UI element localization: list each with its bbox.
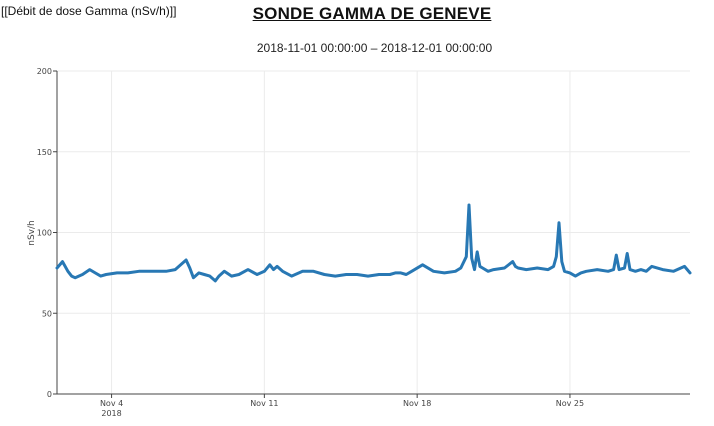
x-tick-label: Nov 18: [403, 399, 431, 408]
series-line[interactable]: [55, 203, 692, 283]
y-tick-label: 100: [37, 229, 52, 238]
date-range-subtitle: 2018-11-01 00:00:00 – 2018-12-01 00:00:0…: [0, 41, 714, 55]
y-tick-label: 50: [42, 309, 52, 318]
y-tick-label: 150: [37, 148, 52, 157]
page-title-text: SONDE GAMMA DE GENEVE: [252, 4, 492, 23]
grid-lines: [57, 70, 690, 394]
series-group: [55, 203, 692, 283]
chart-caption: [[Débit de dose Gamma (nSv/h)]]: [1, 4, 177, 18]
x-tick-label: Nov 11: [250, 399, 278, 408]
x-tick-label: Nov 25: [556, 399, 584, 408]
x-tick-year-label: 2018: [101, 409, 121, 418]
y-tick-label: 200: [37, 67, 52, 76]
y-tick-label: 0: [47, 390, 52, 399]
page-title: SONDE GAMMA DE GENEVE: [0, 4, 714, 24]
x-tick-label: Nov 4: [100, 399, 123, 408]
date-range-text: 2018-11-01 00:00:00 – 2018-12-01 00:00:0…: [256, 41, 493, 55]
y-axis-label: nSv/h: [27, 220, 37, 245]
y-axis-ticks: 0 50 100 150 200: [37, 67, 57, 399]
